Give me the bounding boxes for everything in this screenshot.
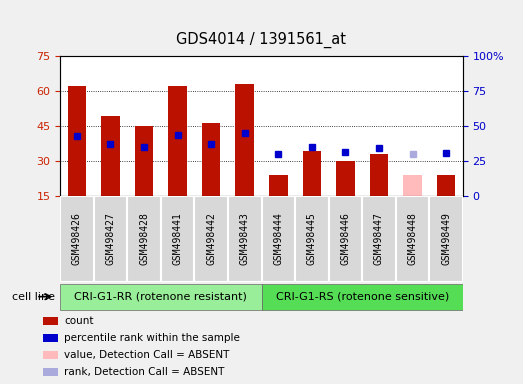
Bar [60,284,262,310]
Bar [262,196,295,282]
Text: GSM498449: GSM498449 [441,213,451,265]
Bar [202,123,220,196]
Bar [303,151,321,196]
Text: percentile rank within the sample: percentile rank within the sample [64,333,240,343]
Bar [336,161,355,196]
Text: cell line: cell line [12,291,55,302]
Bar [161,196,195,282]
Text: value, Detection Call = ABSENT: value, Detection Call = ABSENT [64,350,230,360]
Text: GSM498442: GSM498442 [206,213,216,265]
Text: GSM498446: GSM498446 [340,213,350,265]
Bar [94,196,127,282]
Text: GSM498428: GSM498428 [139,213,149,265]
Text: GSM498444: GSM498444 [274,213,283,265]
Bar [60,196,94,282]
Bar [429,196,463,282]
Bar [67,86,86,196]
Text: GSM498447: GSM498447 [374,213,384,265]
Bar [370,154,388,196]
Text: rank, Detection Call = ABSENT: rank, Detection Call = ABSENT [64,367,224,377]
Text: GSM498448: GSM498448 [407,213,417,265]
Bar [228,196,262,282]
Bar [135,126,153,196]
Text: GSM498427: GSM498427 [106,213,116,265]
Bar [195,196,228,282]
Bar [437,175,456,196]
Bar [328,196,362,282]
Text: GSM498445: GSM498445 [307,213,317,265]
Text: GSM498441: GSM498441 [173,213,183,265]
Bar [403,175,422,196]
Text: CRI-G1-RS (rotenone sensitive): CRI-G1-RS (rotenone sensitive) [276,291,449,301]
Bar [101,116,120,196]
Bar [42,351,58,359]
Bar [362,196,396,282]
Bar [127,196,161,282]
Bar [269,175,288,196]
Bar [295,196,328,282]
Text: GSM498426: GSM498426 [72,213,82,265]
Text: count: count [64,316,94,326]
Text: CRI-G1-RR (rotenone resistant): CRI-G1-RR (rotenone resistant) [74,291,247,301]
Text: GSM498443: GSM498443 [240,213,249,265]
Bar [42,317,58,325]
Bar [396,196,429,282]
Bar [262,284,463,310]
Bar [168,86,187,196]
Text: GDS4014 / 1391561_at: GDS4014 / 1391561_at [176,32,347,48]
Bar [42,368,58,376]
Bar [42,334,58,342]
Bar [235,84,254,196]
